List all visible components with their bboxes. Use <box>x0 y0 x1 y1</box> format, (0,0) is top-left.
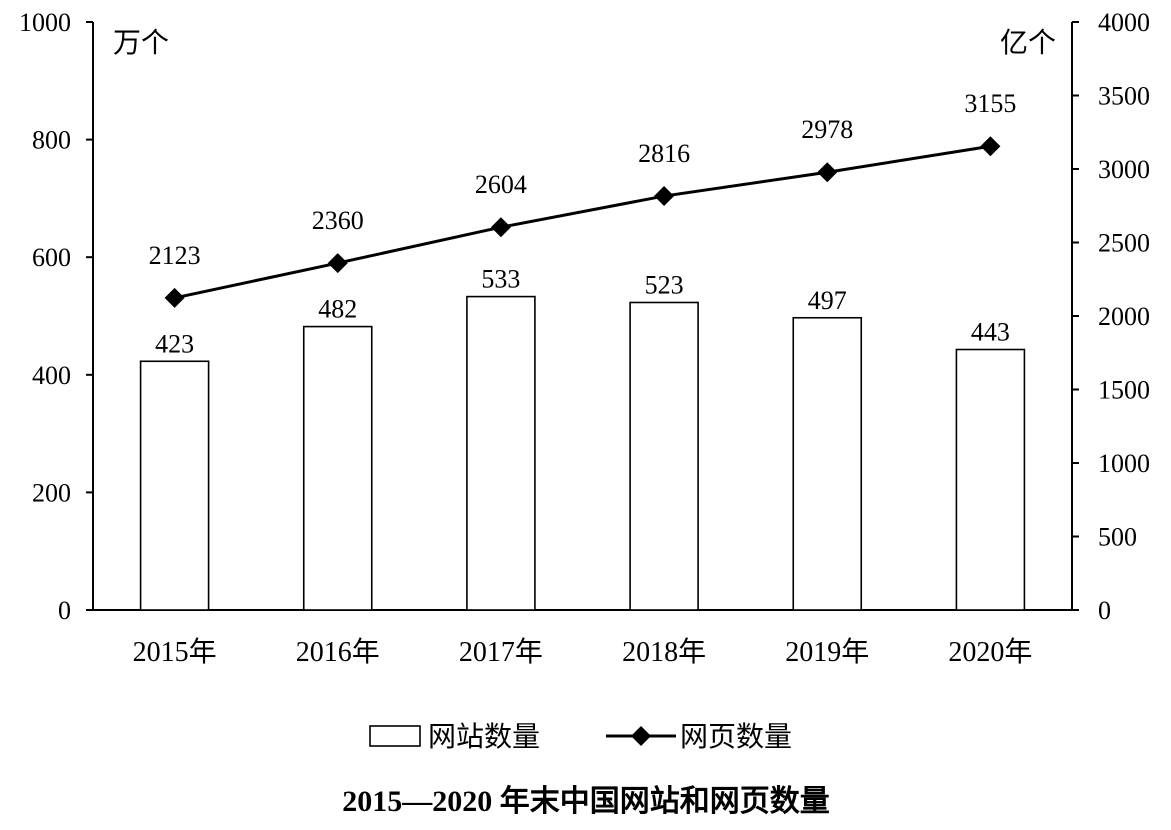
x-axis-tick-labels: 2015年 2016年 2017年 2018年 2019年 2020年 <box>133 636 1033 668</box>
x-tick-label: 2019年 <box>785 636 869 668</box>
line-path <box>174 144 991 300</box>
left-tick-label: 200 <box>32 478 71 507</box>
right-tick-label: 2000 <box>1098 302 1150 331</box>
left-tick-label: 1000 <box>19 8 71 37</box>
right-axis-unit-label: 亿个 <box>1000 27 1056 59</box>
right-tick-label: 1500 <box>1098 376 1150 405</box>
bar <box>629 301 699 611</box>
line-series-webpages: 2123 2360 2604 2816 2978 3155 <box>149 89 1016 308</box>
bar <box>302 325 373 611</box>
bar-data-label: 533 <box>481 265 520 294</box>
legend-line-label: 网页数量 <box>680 721 792 753</box>
bar-data-label: 497 <box>808 286 847 315</box>
right-tick-label: 2500 <box>1098 229 1150 258</box>
x-tick-label: 2015年 <box>133 636 217 668</box>
right-tick-label: 500 <box>1098 523 1137 552</box>
right-tick-label: 1000 <box>1098 449 1150 478</box>
left-tick-label: 400 <box>32 361 71 390</box>
bar <box>792 316 863 611</box>
right-tick-label: 3000 <box>1098 155 1150 184</box>
line-data-label: 2360 <box>312 206 364 235</box>
bar-data-label: 443 <box>971 318 1010 347</box>
line-point-marker <box>164 287 185 308</box>
line-data-label: 2816 <box>638 139 690 168</box>
chart-title: 2015—2020 年末中国网站和网页数量 <box>342 785 830 818</box>
line-point-marker <box>490 217 511 238</box>
left-tick-label: 800 <box>32 126 71 155</box>
line-data-label: 2123 <box>149 241 201 270</box>
bar-data-label: 482 <box>318 295 357 324</box>
bar-data-label: 523 <box>645 270 684 299</box>
x-tick-label: 2018年 <box>622 636 706 668</box>
bar <box>955 348 1026 611</box>
bar <box>466 295 536 611</box>
line-point-marker <box>654 186 675 207</box>
legend-diamond-marker <box>631 726 651 746</box>
line-data-label: 2604 <box>475 170 527 199</box>
bar <box>139 360 210 611</box>
left-tick-label: 600 <box>32 243 71 272</box>
line-point-marker <box>817 162 838 183</box>
right-tick-label: 4000 <box>1098 8 1150 37</box>
x-tick-label: 2016年 <box>296 636 380 668</box>
plot-frame <box>92 22 1073 611</box>
line-data-label: 2978 <box>801 115 853 144</box>
left-tick-label: 0 <box>58 596 71 625</box>
x-tick-label: 2020年 <box>948 636 1032 668</box>
left-axis-ticks: 0 200 400 600 800 1000 <box>19 8 93 625</box>
line-data-label: 3155 <box>964 89 1016 118</box>
right-tick-label: 3500 <box>1098 82 1150 111</box>
legend-bar-swatch <box>369 725 421 747</box>
bar-data-label: 423 <box>155 329 194 358</box>
legend: 网站数量 网页数量 <box>369 721 792 753</box>
legend-bar-label: 网站数量 <box>428 721 540 753</box>
bar-series-websites: 423 482 533 523 497 443 <box>139 265 1026 611</box>
line-point-marker <box>327 253 348 274</box>
x-tick-label: 2017年 <box>459 636 543 668</box>
left-axis-unit-label: 万个 <box>113 28 169 59</box>
line-point-marker <box>980 136 1001 157</box>
right-axis-ticks: 0 500 1000 1500 2000 2500 3000 3500 4000 <box>1072 8 1150 625</box>
right-tick-label: 0 <box>1098 596 1111 625</box>
